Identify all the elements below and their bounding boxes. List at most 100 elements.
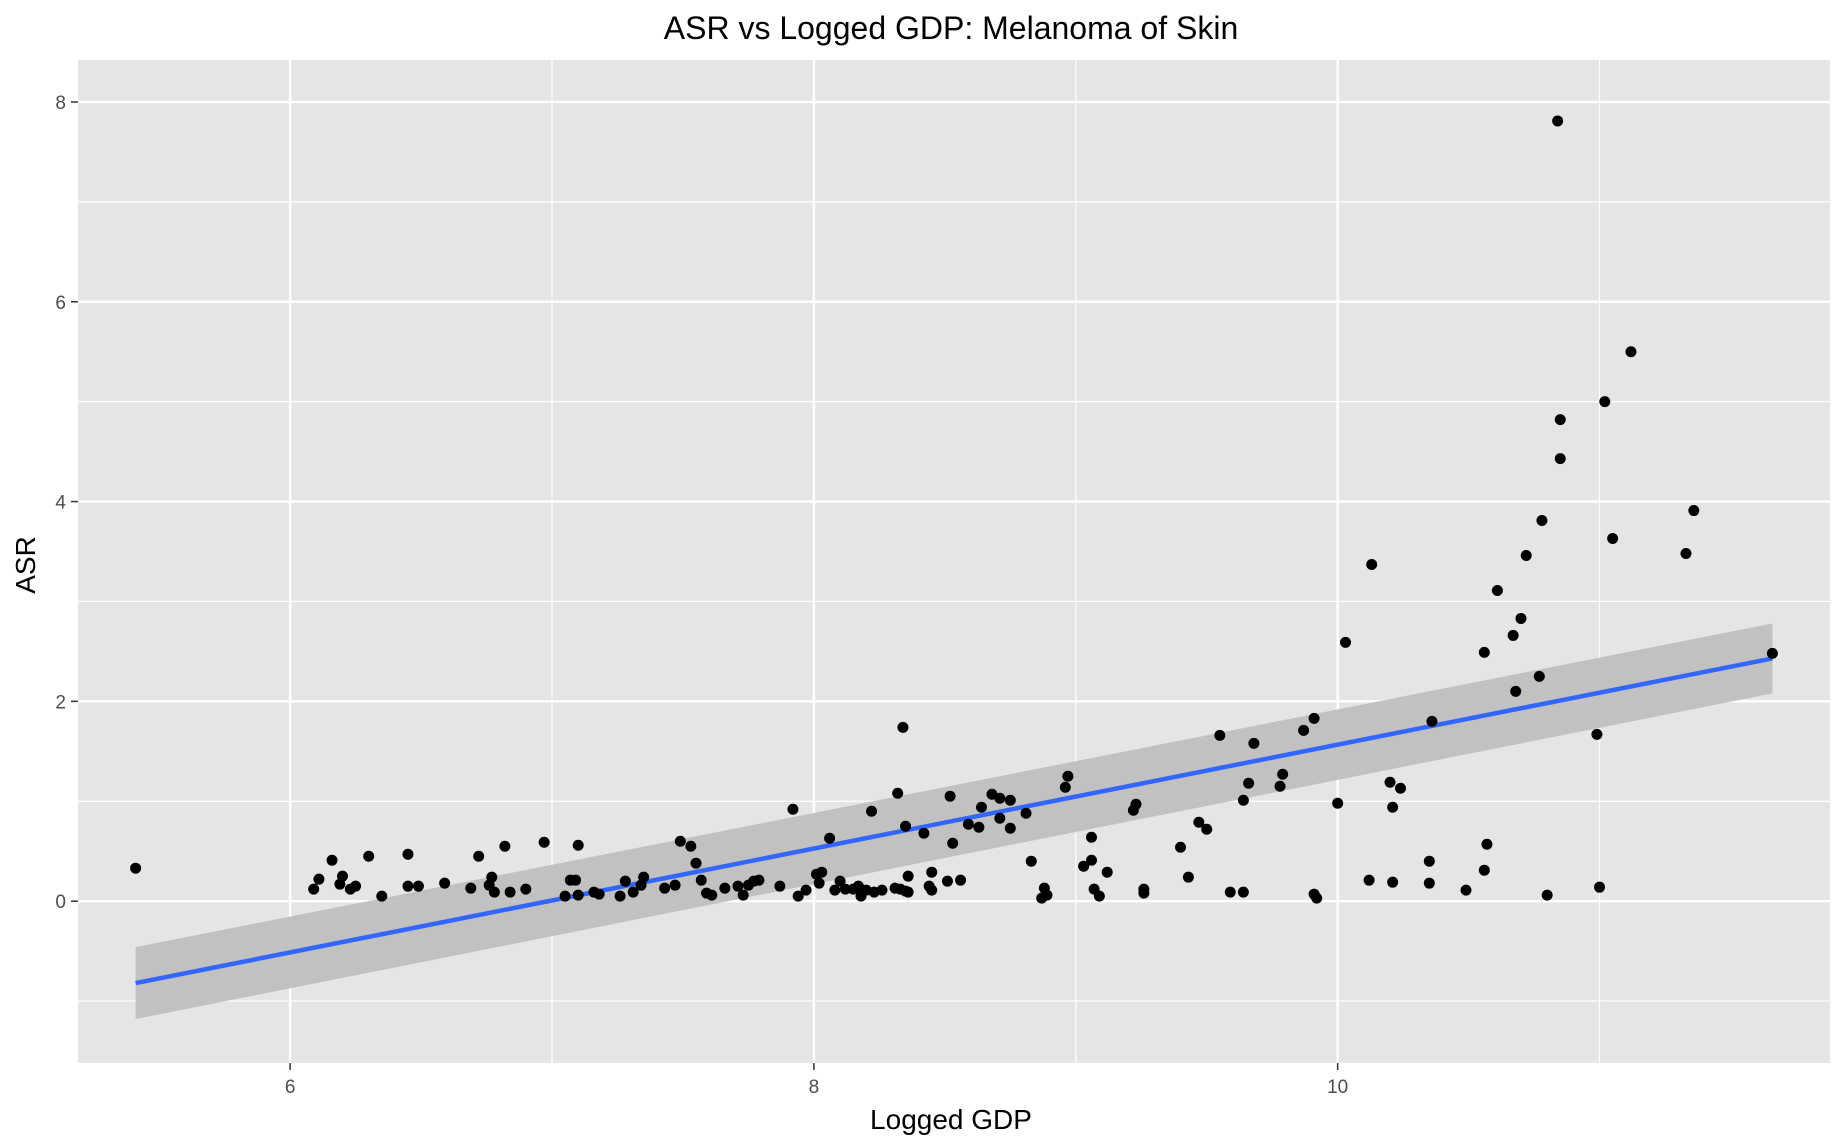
data-point — [941, 875, 953, 887]
data-point — [1274, 780, 1286, 792]
data-point — [1625, 346, 1637, 358]
data-point — [1552, 115, 1564, 127]
x-tick-label: 10 — [1327, 1077, 1348, 1098]
data-point — [504, 886, 516, 898]
data-point — [1340, 636, 1352, 648]
data-point — [897, 721, 909, 733]
data-point — [829, 884, 841, 896]
data-point — [732, 880, 744, 892]
data-point — [1688, 505, 1700, 517]
data-point — [1366, 558, 1378, 570]
data-point — [774, 880, 786, 892]
data-point — [402, 848, 414, 860]
y-axis: 0 2 4 6 8 — [55, 93, 78, 913]
data-point — [1554, 453, 1566, 465]
data-point — [1541, 889, 1553, 901]
data-point — [570, 874, 582, 886]
data-point — [1193, 816, 1205, 828]
data-point — [792, 890, 804, 902]
data-point — [1093, 890, 1105, 902]
chart-title: ASR vs Logged GDP: Melanoma of Skin — [664, 10, 1239, 46]
data-point — [876, 884, 888, 896]
data-point — [685, 840, 697, 852]
x-axis: 6 8 10 — [285, 1063, 1348, 1098]
data-point — [1214, 729, 1226, 741]
data-point — [614, 890, 626, 902]
data-point — [1395, 782, 1407, 794]
x-tick-label: 8 — [809, 1077, 820, 1098]
plot-panel — [78, 60, 1830, 1063]
data-point — [473, 850, 485, 862]
data-point — [1481, 838, 1493, 850]
data-point — [1384, 776, 1396, 788]
data-point — [363, 850, 375, 862]
data-point — [1594, 881, 1606, 893]
data-point — [900, 820, 912, 832]
data-point — [1591, 728, 1603, 740]
data-point — [376, 890, 388, 902]
y-tick-label: 6 — [55, 293, 66, 314]
data-point — [1507, 629, 1519, 641]
data-point — [1041, 889, 1053, 901]
data-point — [486, 871, 498, 883]
data-point — [1533, 670, 1545, 682]
data-point — [1175, 841, 1187, 853]
data-point — [627, 886, 639, 898]
data-point — [1138, 883, 1150, 895]
data-point — [559, 890, 571, 902]
data-point — [918, 827, 930, 839]
data-point — [1101, 866, 1113, 878]
major-gridlines — [78, 60, 1830, 1063]
data-point — [488, 886, 500, 898]
data-point — [1423, 855, 1435, 867]
data-point — [1308, 712, 1320, 724]
data-point — [1478, 646, 1490, 658]
y-tick-label: 8 — [55, 93, 66, 114]
data-point — [1277, 768, 1289, 780]
data-point — [902, 886, 914, 898]
data-point — [737, 889, 749, 901]
data-point — [1332, 797, 1344, 809]
data-point — [1062, 770, 1074, 782]
data-point — [326, 854, 338, 866]
data-point — [1085, 831, 1097, 843]
data-point — [520, 883, 532, 895]
data-point — [1311, 892, 1323, 904]
data-point — [1078, 860, 1090, 872]
data-point — [412, 880, 424, 892]
data-point — [944, 790, 956, 802]
y-tick-label: 0 — [55, 892, 66, 913]
data-point — [1004, 822, 1016, 834]
data-point — [619, 875, 631, 887]
data-points — [130, 115, 1778, 904]
data-point — [350, 880, 362, 892]
data-point — [439, 877, 451, 889]
data-point — [994, 792, 1006, 804]
data-point — [1510, 685, 1522, 697]
data-point — [824, 832, 836, 844]
data-point — [839, 883, 851, 895]
y-tick-label: 4 — [55, 493, 66, 514]
data-point — [947, 837, 959, 849]
data-point — [1085, 854, 1097, 866]
data-point — [787, 803, 799, 815]
fit-line-layer — [135, 656, 1773, 986]
data-point — [1298, 724, 1310, 736]
data-point — [973, 821, 985, 833]
data-point — [892, 787, 904, 799]
data-point — [1599, 396, 1611, 408]
data-point — [866, 805, 878, 817]
data-point — [813, 877, 825, 889]
data-point — [1059, 781, 1071, 793]
y-tick-label: 2 — [55, 692, 66, 713]
data-point — [753, 874, 765, 886]
data-point — [706, 889, 718, 901]
data-point — [1237, 794, 1249, 806]
data-point — [1130, 798, 1142, 810]
data-point — [816, 866, 828, 878]
data-point — [1387, 801, 1399, 813]
data-point — [1680, 548, 1692, 560]
data-point — [1478, 864, 1490, 876]
data-point — [1182, 871, 1194, 883]
